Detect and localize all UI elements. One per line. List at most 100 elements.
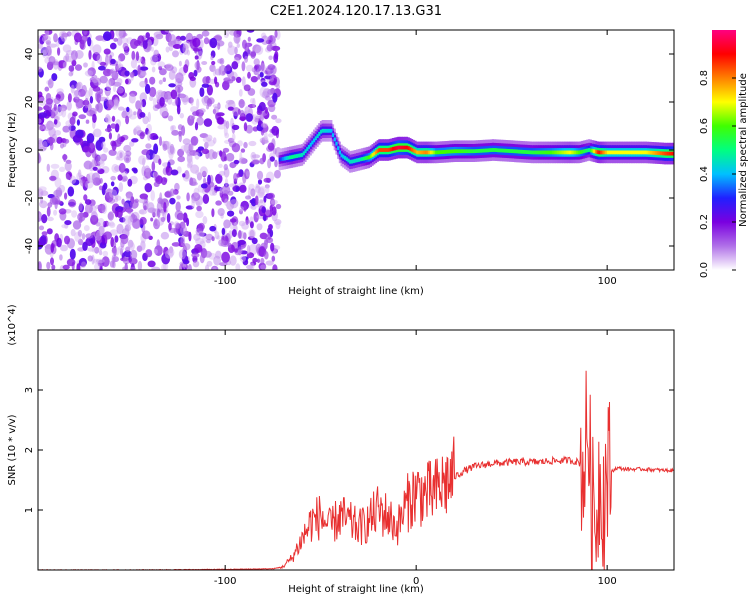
- spectrogram-cell: [220, 151, 227, 162]
- spectrogram-cell: [259, 157, 265, 165]
- spectrogram-cell: [219, 187, 223, 194]
- y-tick-label: 3: [24, 387, 35, 393]
- snr-series-line: [38, 370, 674, 570]
- spectrogram-cell: [84, 180, 94, 189]
- spectrogram-cell: [46, 216, 54, 222]
- spectrogram-cell: [75, 98, 81, 110]
- spectrogram-cell: [111, 247, 120, 256]
- spectrogram-cell: [121, 198, 125, 205]
- spectrogram-cell: [204, 141, 209, 149]
- spectrogram-cell: [163, 202, 167, 213]
- spectrogram-cell: [238, 98, 245, 109]
- spectrogram-cell: [374, 150, 378, 155]
- spectrogram-cell: [292, 154, 295, 159]
- spectrogram-cell: [265, 260, 274, 266]
- spectrogram-cell: [256, 223, 263, 231]
- spectrogram-cell: [109, 229, 119, 236]
- spectrogram-cell: [260, 257, 265, 265]
- spectrogram-cell: [316, 134, 319, 138]
- spectrogram-cell: [244, 106, 250, 116]
- spectrogram-cell: [158, 79, 163, 85]
- spectrogram-cell: [66, 258, 76, 267]
- spectrogram-cell: [435, 150, 438, 155]
- snr-y-label: SNR (10 * v/v): [7, 414, 18, 485]
- spectrogram-cell: [191, 252, 200, 258]
- spectrogram-cell: [627, 150, 630, 155]
- spectrogram-cell: [426, 150, 429, 155]
- spectrogram-cell: [233, 221, 238, 231]
- spectrogram-cell: [651, 150, 654, 155]
- spectrogram-cell: [522, 150, 525, 154]
- spectrogram-cell: [141, 149, 150, 156]
- colorbar-tick-label: 0.0: [699, 262, 710, 278]
- colorbar-gradient: [712, 30, 736, 270]
- spectrogram-cell: [170, 169, 179, 176]
- spectrogram-cell: [169, 197, 176, 205]
- spectrogram-cell: [306, 147, 309, 151]
- spectrogram-cell: [129, 242, 135, 251]
- spectrogram-cell: [97, 204, 106, 211]
- spectrogram-cell: [48, 78, 54, 89]
- spectrogram-cell: [253, 211, 259, 223]
- spectrogram-cell: [570, 150, 574, 155]
- spectrogram-cell: [634, 150, 637, 155]
- spectrogram-cell: [514, 149, 517, 154]
- x-tick-label: 100: [598, 576, 617, 587]
- spectrogram-cell: [217, 124, 226, 130]
- y-tick-label: -40: [24, 238, 35, 254]
- spectrogram-cell: [253, 58, 260, 66]
- spectrogram-cell: [541, 150, 544, 155]
- spectrogram-cell: [557, 150, 560, 155]
- spectrogram-cell: [237, 240, 246, 245]
- spectrogram-cell: [231, 61, 239, 70]
- spectrogram-cell: [655, 151, 658, 155]
- spectrogram-cell: [591, 148, 594, 153]
- spectrogram-cell: [60, 143, 64, 149]
- spectrogram-cell: [257, 74, 261, 80]
- spectrogram-cell: [639, 150, 642, 155]
- spectrogram-cell: [47, 43, 51, 54]
- spectrogram-cell: [40, 196, 44, 204]
- spectrogram-cell: [212, 266, 217, 270]
- spectrogram-cell: [267, 64, 276, 71]
- spectrogram-cell: [116, 64, 122, 71]
- spectrogram-cell: [598, 150, 601, 155]
- spectrogram-cell: [168, 83, 176, 88]
- spectrogram-cell: [254, 195, 259, 206]
- spectrogram-cell: [83, 30, 88, 36]
- spectrogram-cell: [486, 148, 489, 153]
- snr-y-axis: 1 2 3: [24, 387, 674, 513]
- spectrogram-cell: [233, 159, 240, 165]
- y-tick-label: 40: [24, 48, 35, 61]
- spectrogram-cell: [128, 93, 136, 104]
- spectrogram-cell: [231, 124, 240, 131]
- spectrogram-cell: [247, 36, 251, 42]
- spectrogram-cell: [54, 130, 62, 136]
- spectrogram-cell: [393, 146, 396, 151]
- spectrogram-cell: [417, 150, 421, 155]
- spectrogram-cell: [145, 154, 151, 161]
- spectrogram-cell: [138, 155, 147, 165]
- spectrogram-cell: [109, 68, 116, 77]
- spectrogram-cell: [57, 47, 61, 56]
- spectrogram-cell: [118, 53, 126, 62]
- spectrogram-cell: [115, 156, 121, 161]
- spectrogram-cell: [166, 213, 171, 223]
- spectrogram-cell: [247, 187, 251, 198]
- spectrogram-cell: [619, 150, 622, 155]
- spectrogram-cell: [257, 258, 260, 263]
- spectrogram-cell: [203, 118, 213, 127]
- spectrogram-cell: [66, 101, 72, 111]
- spectrogram-cell: [153, 181, 160, 187]
- spectrogram-cell: [120, 247, 123, 256]
- spectrogram-cell: [237, 249, 243, 254]
- spectrogram-cell: [474, 149, 477, 153]
- spectrogram-cell: [239, 184, 247, 193]
- snr-y-scale-label: (x10^4): [7, 304, 18, 345]
- spectrogram-cell: [255, 45, 264, 55]
- spectrogram-cell: [400, 145, 403, 150]
- spectrogram-cell: [564, 150, 567, 155]
- spectrogram-cell: [38, 66, 43, 73]
- spectrogram-cell: [41, 214, 48, 224]
- spectrogram-cell: [122, 42, 129, 51]
